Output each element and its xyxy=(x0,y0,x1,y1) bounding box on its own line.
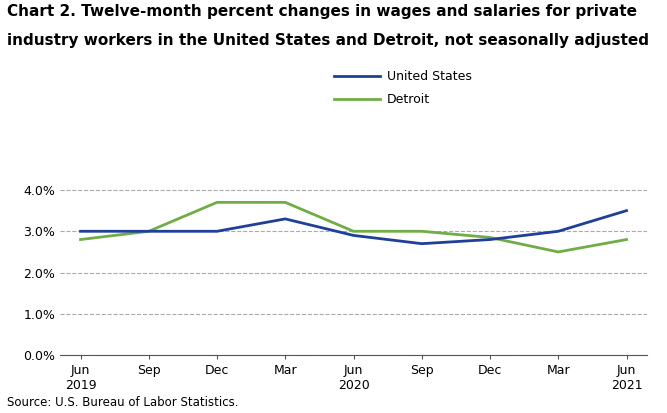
Text: Detroit: Detroit xyxy=(387,93,430,106)
Text: industry workers in the United States and Detroit, not seasonally adjusted: industry workers in the United States an… xyxy=(7,33,649,48)
Text: Chart 2. Twelve-month percent changes in wages and salaries for private: Chart 2. Twelve-month percent changes in… xyxy=(7,4,637,19)
Text: United States: United States xyxy=(387,70,472,83)
Text: Source: U.S. Bureau of Labor Statistics.: Source: U.S. Bureau of Labor Statistics. xyxy=(7,396,238,409)
